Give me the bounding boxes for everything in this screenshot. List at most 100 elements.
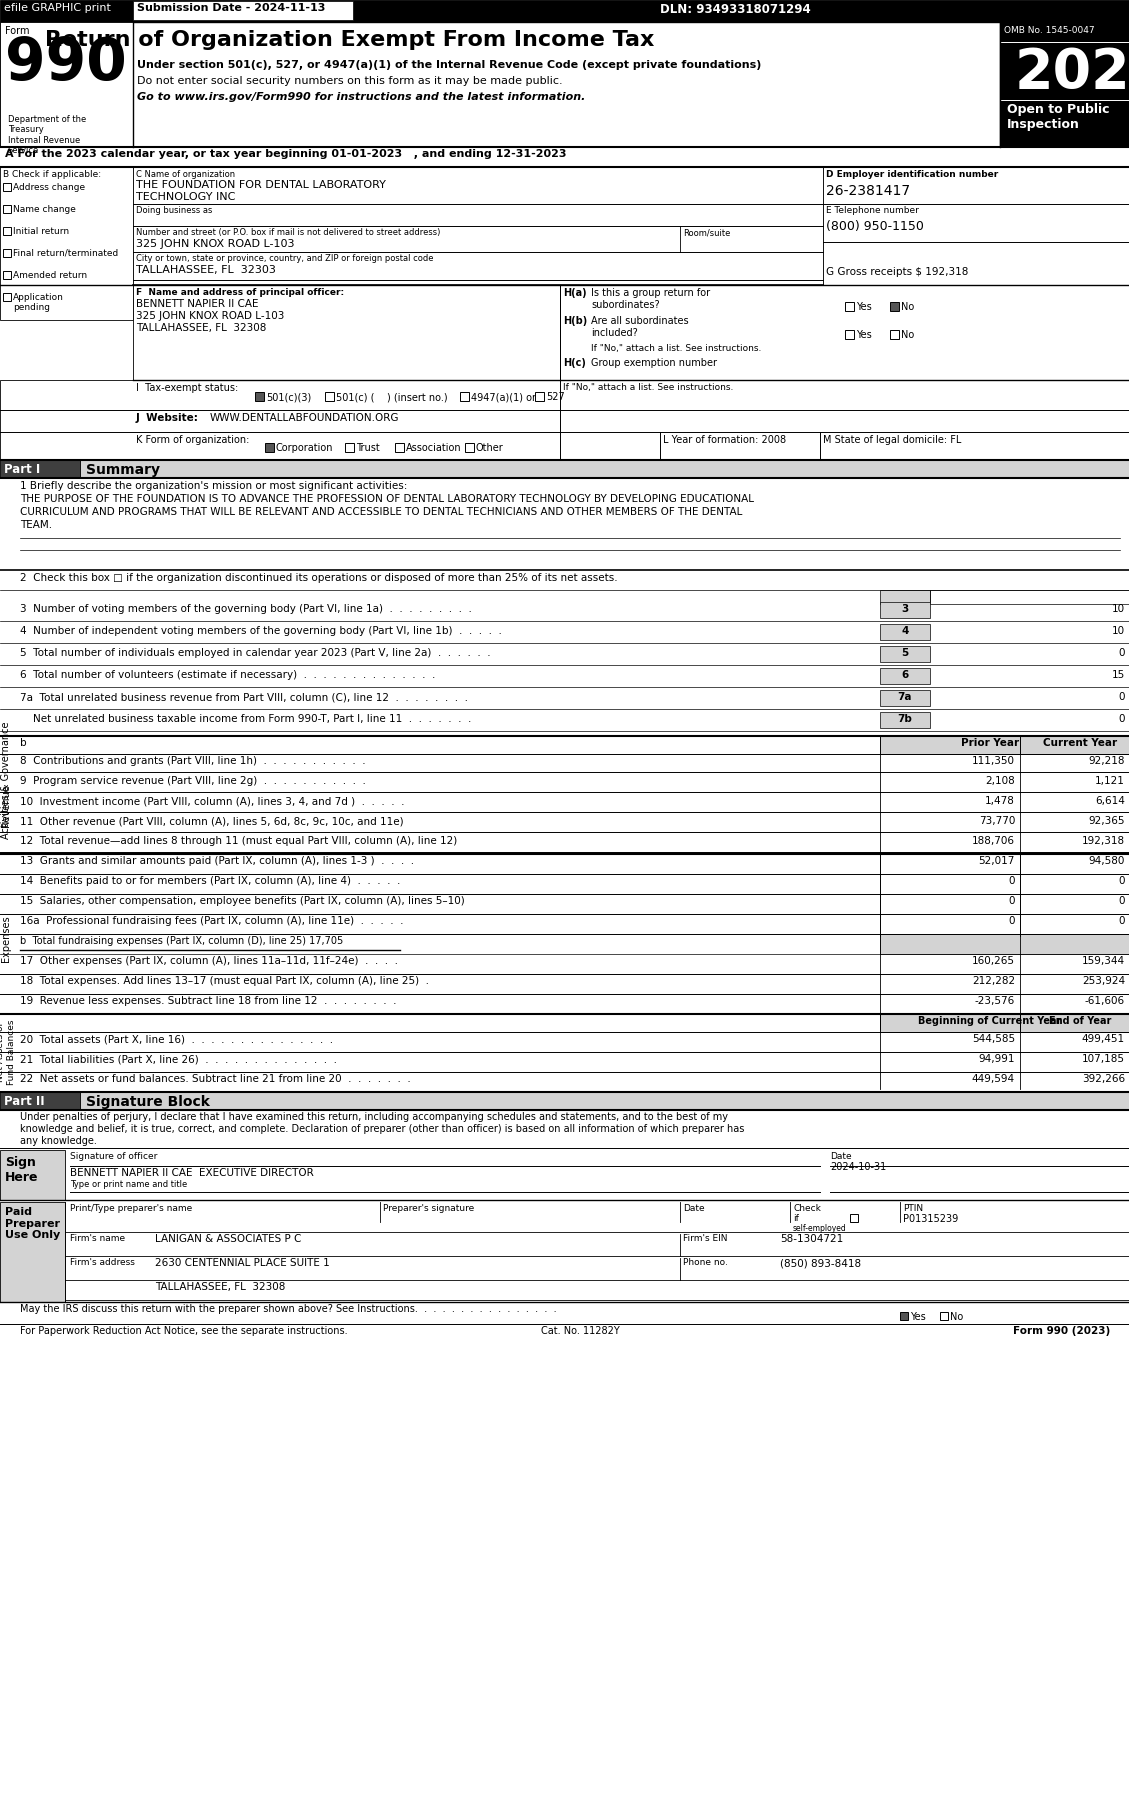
Bar	[80, 1092, 1129, 1110]
Text: 92,218: 92,218	[1088, 757, 1124, 766]
Bar	[1019, 735, 1129, 753]
Text: 10  Investment income (Part VIII, column (A), lines 3, 4, and 7d )  .  .  .  .  : 10 Investment income (Part VIII, column …	[20, 796, 404, 805]
Text: 3  Number of voting members of the governing body (Part VI, line 1a)  .  .  .  .: 3 Number of voting members of the govern…	[20, 604, 472, 614]
Bar	[890, 303, 899, 312]
Text: 2024-10-31: 2024-10-31	[830, 1162, 886, 1171]
Text: 10: 10	[1112, 604, 1124, 614]
Text: 212,282: 212,282	[972, 977, 1015, 986]
Text: 6,614: 6,614	[1095, 796, 1124, 805]
Bar	[879, 602, 930, 618]
Bar	[0, 0, 1129, 22]
Text: 26-2381417: 26-2381417	[826, 184, 910, 198]
Text: 20  Total assets (Part X, line 16)  .  .  .  .  .  .  .  .  .  .  .  .  .  .  .: 20 Total assets (Part X, line 16) . . . …	[20, 1034, 333, 1043]
Bar	[850, 1215, 858, 1222]
Bar	[0, 411, 1129, 432]
Text: 0: 0	[1119, 915, 1124, 926]
Text: 1,121: 1,121	[1095, 777, 1124, 786]
Text: 9  Program service revenue (Part VIII, line 2g)  .  .  .  .  .  .  .  .  .  .  .: 9 Program service revenue (Part VIII, li…	[20, 777, 366, 786]
Text: Initial return: Initial return	[14, 227, 69, 236]
Bar	[823, 168, 1129, 321]
Text: 11  Other revenue (Part VIII, column (A), lines 5, 6d, 8c, 9c, 10c, and 11e): 11 Other revenue (Part VIII, column (A),…	[20, 816, 404, 825]
Text: J  Website:: J Website:	[135, 413, 199, 423]
Text: knowledge and belief, it is true, correct, and complete. Declaration of preparer: knowledge and belief, it is true, correc…	[20, 1124, 744, 1133]
Bar	[265, 443, 274, 452]
Text: TALLAHASSEE, FL  32308: TALLAHASSEE, FL 32308	[155, 1281, 286, 1292]
Text: 0: 0	[1008, 896, 1015, 906]
Bar	[844, 330, 854, 339]
Text: H(b): H(b)	[563, 315, 587, 326]
Text: 527: 527	[546, 393, 564, 402]
Bar	[3, 184, 11, 191]
Text: Signature Block: Signature Block	[86, 1096, 210, 1108]
Text: THE PURPOSE OF THE FOUNDATION IS TO ADVANCE THE PROFESSION OF DENTAL LABORATORY : THE PURPOSE OF THE FOUNDATION IS TO ADVA…	[20, 494, 754, 505]
Text: 2,108: 2,108	[986, 777, 1015, 786]
Text: Form: Form	[5, 25, 29, 36]
Text: -23,576: -23,576	[974, 997, 1015, 1006]
Text: Current Year: Current Year	[1043, 739, 1117, 748]
Text: Activities & Governance: Activities & Governance	[1, 721, 11, 838]
Text: 449,594: 449,594	[972, 1074, 1015, 1085]
Text: 5  Total number of individuals employed in calendar year 2023 (Part V, line 2a) : 5 Total number of individuals employed i…	[20, 649, 491, 658]
Text: Under section 501(c), 527, or 4947(a)(1) of the Internal Revenue Code (except pr: Under section 501(c), 527, or 4947(a)(1)…	[137, 59, 761, 70]
Text: E Telephone number: E Telephone number	[826, 205, 919, 214]
Text: Do not enter social security numbers on this form as it may be made public.: Do not enter social security numbers on …	[137, 76, 562, 86]
Text: 501(c)(3): 501(c)(3)	[266, 393, 312, 402]
Text: H(c): H(c)	[563, 359, 586, 368]
Text: BENNETT NAPIER II CAE  EXECUTIVE DIRECTOR: BENNETT NAPIER II CAE EXECUTIVE DIRECTOR	[70, 1168, 314, 1179]
Text: 0: 0	[1008, 876, 1015, 887]
Text: Firm's name: Firm's name	[70, 1234, 125, 1243]
Bar	[0, 478, 1129, 569]
Text: PTIN: PTIN	[903, 1204, 924, 1213]
Text: Name change: Name change	[14, 205, 76, 214]
Text: Beginning of Current Year: Beginning of Current Year	[918, 1016, 1061, 1025]
Text: Room/suite: Room/suite	[683, 229, 730, 238]
Text: 325 JOHN KNOX ROAD L-103: 325 JOHN KNOX ROAD L-103	[135, 240, 295, 249]
Text: OMB No. 1545-0047: OMB No. 1545-0047	[1004, 25, 1095, 34]
Text: If "No," attach a list. See instructions.: If "No," attach a list. See instructions…	[563, 384, 734, 393]
Bar	[0, 22, 1129, 148]
Text: 14  Benefits paid to or for members (Part IX, column (A), line 4)  .  .  .  .  .: 14 Benefits paid to or for members (Part…	[20, 876, 401, 887]
Bar	[890, 330, 899, 339]
Text: 392,266: 392,266	[1082, 1074, 1124, 1085]
Text: B Check if applicable:: B Check if applicable:	[3, 169, 102, 178]
Bar	[930, 589, 1129, 604]
Text: P01315239: P01315239	[903, 1215, 959, 1224]
Text: TALLAHASSEE, FL  32303: TALLAHASSEE, FL 32303	[135, 265, 275, 276]
Bar	[0, 148, 1129, 168]
Text: Date: Date	[683, 1204, 704, 1213]
Text: Corporation: Corporation	[275, 443, 333, 452]
Bar	[0, 1092, 80, 1110]
Bar	[900, 1312, 908, 1321]
Bar	[940, 1312, 948, 1321]
Text: Are all subordinates: Are all subordinates	[590, 315, 689, 326]
Bar	[395, 443, 404, 452]
Text: A For the 2023 calendar year, or tax year beginning 01-01-2023   , and ending 12: A For the 2023 calendar year, or tax yea…	[5, 150, 567, 159]
Text: 21  Total liabilities (Part X, line 26)  .  .  .  .  .  .  .  .  .  .  .  .  .  : 21 Total liabilities (Part X, line 26) .…	[20, 1054, 336, 1063]
Text: 13  Grants and similar amounts paid (Part IX, column (A), lines 1-3 )  .  .  .  : 13 Grants and similar amounts paid (Part…	[20, 856, 414, 867]
Text: 94,580: 94,580	[1088, 856, 1124, 867]
Text: Part I: Part I	[5, 463, 41, 476]
Text: 160,265: 160,265	[972, 957, 1015, 966]
Text: For Paperwork Reduction Act Notice, see the separate instructions.: For Paperwork Reduction Act Notice, see …	[20, 1326, 348, 1335]
Text: No: No	[901, 330, 914, 341]
Text: TALLAHASSEE, FL  32308: TALLAHASSEE, FL 32308	[135, 323, 266, 333]
Text: Check: Check	[793, 1204, 821, 1213]
Bar	[255, 393, 264, 402]
Text: Preparer's signature: Preparer's signature	[383, 1204, 474, 1213]
Text: 0: 0	[1119, 896, 1124, 906]
Text: Group exemption number: Group exemption number	[590, 359, 717, 368]
Text: If "No," attach a list. See instructions.: If "No," attach a list. See instructions…	[590, 344, 761, 353]
Text: 18  Total expenses. Add lines 13–17 (must equal Part IX, column (A), line 25)  .: 18 Total expenses. Add lines 13–17 (must…	[20, 977, 429, 986]
Text: Expenses: Expenses	[1, 915, 11, 962]
Text: Open to Public
Inspection: Open to Public Inspection	[1007, 103, 1110, 132]
Text: 2023: 2023	[1015, 47, 1129, 99]
Text: Return of Organization Exempt From Income Tax: Return of Organization Exempt From Incom…	[45, 31, 655, 50]
Text: Is this a group return for: Is this a group return for	[590, 288, 710, 297]
Text: Number and street (or P.O. box if mail is not delivered to street address): Number and street (or P.O. box if mail i…	[135, 229, 440, 238]
Bar	[0, 168, 133, 321]
Text: Submission Date - 2024-11-13: Submission Date - 2024-11-13	[137, 4, 325, 13]
Bar	[1019, 1015, 1129, 1033]
Text: Trust: Trust	[356, 443, 379, 452]
Bar	[879, 645, 930, 661]
Text: Under penalties of perjury, I declare that I have examined this return, includin: Under penalties of perjury, I declare th…	[20, 1112, 728, 1123]
